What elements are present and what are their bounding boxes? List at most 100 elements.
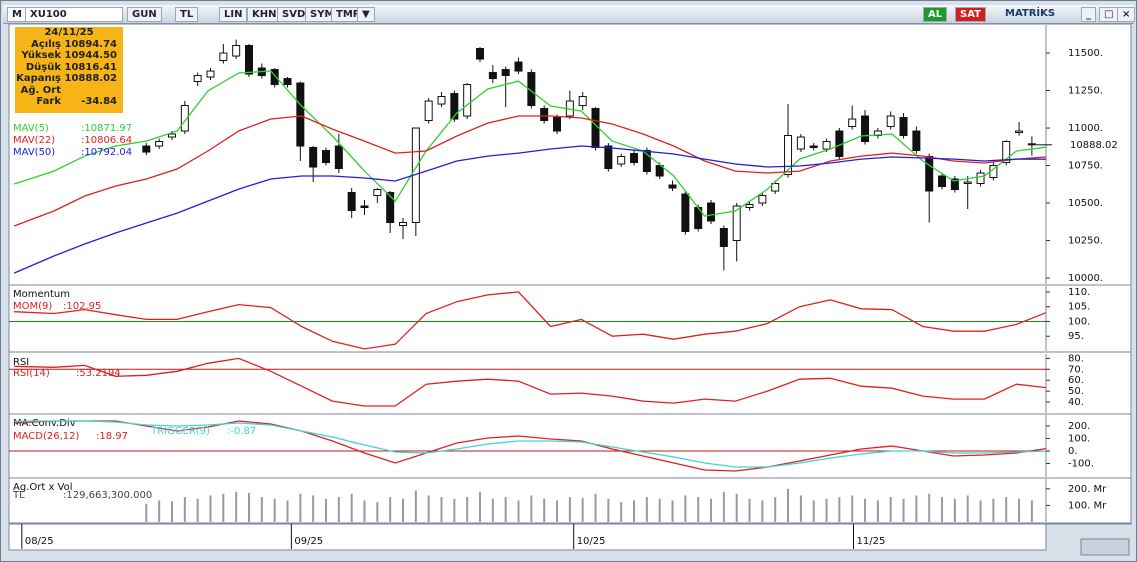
candle-body [848,118,857,128]
candle-body [617,156,626,165]
x-tick-label: 09/25 [294,536,323,547]
legend-label: TRIGGER(9) [150,426,210,437]
volume-bar [325,498,328,522]
candle-body [180,105,189,132]
volume-bar [479,492,482,522]
candle-body [488,72,497,80]
volume-bar [697,497,700,522]
minimize[interactable]: _ [1081,7,1096,22]
volume-bar [209,495,212,522]
candle-body [925,156,934,192]
info-row: Ağ. Ort [15,85,123,97]
volume-bar [414,490,417,522]
volume-bar [440,497,443,522]
volume-bar [145,503,148,522]
candle-body [642,150,651,173]
close[interactable]: × [1117,7,1136,22]
y-tick-label: 80. [1068,353,1084,364]
legend-label: RSI(14) [13,368,50,379]
candle-body [578,96,587,107]
candle-body [732,205,741,242]
button[interactable]: LIN [219,7,248,22]
candle-body [540,108,549,122]
candle-body [347,192,356,212]
volume-bar [466,497,469,522]
candle-body [796,136,805,150]
candle-body [334,145,343,170]
candle-body [655,165,664,177]
sell-button[interactable]: SAT [955,7,986,22]
legend-value: :129,663,300.000 [63,490,152,501]
volume-bar [633,500,636,522]
candle-body [630,153,639,164]
info-label: Fark [36,96,61,107]
candle-body [373,189,382,197]
info-label: Kapanış [16,73,61,84]
candle-body [784,135,793,176]
candle-body [758,195,767,204]
legend-label: MAV(5) [13,123,49,134]
volume-bar [735,493,738,522]
candle-body [950,178,959,191]
volume-bar [928,493,931,522]
volume-bar [312,495,315,522]
candle-body [463,84,472,117]
legend-value: :53.2194 [76,368,121,379]
y-tick-label: 60. [1068,375,1084,386]
volume-bar [158,500,161,522]
volume-bar [389,497,392,522]
candle-body [1002,141,1011,164]
candle-body [1027,143,1036,146]
volume-bar [941,497,944,522]
legend-label: MAV(22) [13,135,55,146]
y-tick-label: 100. Mr [1068,500,1107,511]
panel-title: MA.Conv.Div [13,418,76,429]
info-row: Kapanış 10888.02 [15,73,123,85]
volume-bar [825,498,828,522]
y-tick-label: 95. [1068,331,1084,342]
legend-label: MACD(26,12) [13,431,80,442]
volume-bar [799,495,802,522]
volume-bar [363,500,366,522]
brand: MATRİKS [1005,8,1056,19]
scroll-control[interactable] [1080,538,1130,556]
volume-bar [260,497,263,522]
volume-bar [902,498,905,522]
button[interactable]: TL [175,7,199,22]
indicator-line [14,291,1047,350]
candle-body [219,52,228,62]
volume-bar [953,498,956,522]
candle-body [399,222,408,227]
candle-body [912,130,921,152]
dropdown[interactable]: ▼ [357,7,375,22]
info-row: Yüksek 10944.50 [15,50,123,62]
candle-body [681,193,690,233]
candle-body [437,96,446,105]
info-value: 10944.50 [64,50,117,61]
candle-body [270,69,279,86]
candle-body [938,175,947,188]
info-row: Fark -34.84 [15,96,123,108]
info-row: Açılış 10894.74 [15,39,123,51]
volume-bar [402,498,405,522]
buy-button[interactable]: AL [923,7,948,22]
volume-bar [992,498,995,522]
y-tick-label: 105. [1068,302,1090,313]
panel-title: RSI [13,357,29,368]
candle-body [206,70,215,78]
volume-bar [556,500,559,522]
volume-bar [979,500,982,522]
button[interactable]: KHN [247,7,282,22]
button[interactable]: GUN [127,7,162,22]
volume-bar [761,500,764,522]
symbol[interactable]: XU100 [25,7,123,22]
volume-bar [774,497,777,522]
volume-bar [607,498,610,522]
candle-body [142,145,151,153]
volume-bar [671,500,674,522]
candle-body [604,145,613,170]
volume-bar [337,497,340,522]
volume-bar [748,498,751,522]
volume-bar [684,495,687,522]
